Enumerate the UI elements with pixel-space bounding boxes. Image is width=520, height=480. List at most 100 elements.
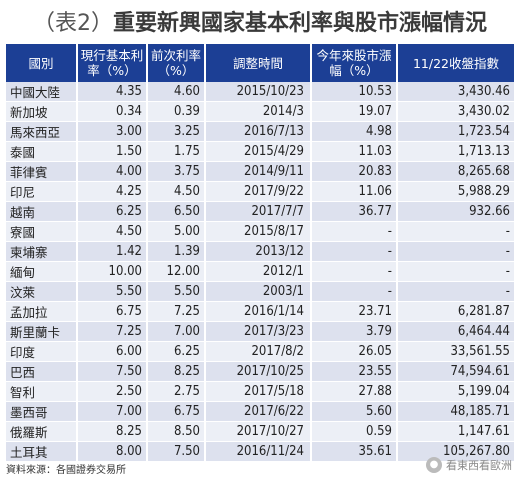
cell-close-index: 5,988.29 xyxy=(398,182,514,202)
cell-previous-rate: 6.75 xyxy=(148,402,206,422)
cell-adjust-time: 2017/6/22 xyxy=(206,402,312,422)
title-text: 重要新興國家基本利率與股市漲幅情況 xyxy=(112,11,487,36)
cell-current-rate: 4.00 xyxy=(78,162,148,182)
cell-country: 巴西 xyxy=(6,362,78,382)
cell-adjust-time: 2014/3 xyxy=(206,102,312,122)
cell-close-index: - xyxy=(398,222,514,242)
cell-close-index: 3,430.02 xyxy=(398,102,514,122)
cell-adjust-time: 2014/9/11 xyxy=(206,162,312,182)
cell-current-rate: 6.25 xyxy=(78,202,148,222)
table-body: 中國大陸 4.35 4.60 2015/10/23 10.53 3,430.46 新加坡 0.… xyxy=(6,82,514,462)
cell-close-index: 932.66 xyxy=(398,202,514,222)
cell-country: 俄羅斯 xyxy=(6,422,78,442)
cell-previous-rate: 8.50 xyxy=(148,422,206,442)
cell-previous-rate: 3.75 xyxy=(148,162,206,182)
wechat-logo-icon: ● xyxy=(426,457,442,473)
cell-country: 柬埔寨 xyxy=(6,242,78,262)
cell-stock-change: - xyxy=(312,242,398,262)
cell-current-rate: 4.35 xyxy=(78,82,148,102)
cell-country: 菲律賓 xyxy=(6,162,78,182)
cell-close-index: - xyxy=(398,262,514,282)
watermark-text: 看東西看歐洲 xyxy=(446,459,512,472)
cell-previous-rate: 3.25 xyxy=(148,122,206,142)
cell-stock-change: 35.61 xyxy=(312,442,398,462)
cell-adjust-time: 2015/8/17 xyxy=(206,222,312,242)
table-row: 中國大陸 4.35 4.60 2015/10/23 10.53 3,430.46 xyxy=(6,82,514,102)
cell-country: 智利 xyxy=(6,382,78,402)
cell-adjust-time: 2015/10/23 xyxy=(206,82,312,102)
cell-previous-rate: 1.39 xyxy=(148,242,206,262)
cell-stock-change: 26.05 xyxy=(312,342,398,362)
cell-close-index: 1,713.13 xyxy=(398,142,514,162)
cell-previous-rate: 2.75 xyxy=(148,382,206,402)
cell-adjust-time: 2017/9/22 xyxy=(206,182,312,202)
cell-current-rate: 6.00 xyxy=(78,342,148,362)
table-row: 斯里蘭卡 7.25 7.00 2017/3/23 3.79 6,464.44 xyxy=(6,322,514,342)
cell-close-index: 74,594.61 xyxy=(398,362,514,382)
table-row: 泰國 1.50 1.75 2015/4/29 11.03 1,713.13 xyxy=(6,142,514,162)
cell-stock-change: 3.79 xyxy=(312,322,398,342)
header-previous-rate: 前次利率（%） xyxy=(148,44,206,82)
table-row: 緬甸 10.00 12.00 2012/1- - xyxy=(6,262,514,282)
cell-stock-change: 20.83 xyxy=(312,162,398,182)
table-row: 墨西哥 7.00 6.75 2017/6/22 5.60 48,185.71 xyxy=(6,402,514,422)
cell-adjust-time: 2017/10/27 xyxy=(206,422,312,442)
cell-close-index: 1,147.61 xyxy=(398,422,514,442)
cell-current-rate: 1.42 xyxy=(78,242,148,262)
cell-current-rate: 3.00 xyxy=(78,122,148,142)
cell-adjust-time: 2016/11/24 xyxy=(206,442,312,462)
cell-previous-rate: 5.50 xyxy=(148,282,206,302)
cell-stock-change: - xyxy=(312,282,398,302)
table-row: 俄羅斯 8.25 8.50 2017/10/27 0.59 1,147.61 xyxy=(6,422,514,442)
cell-close-index: - xyxy=(398,242,514,262)
cell-current-rate: 6.75 xyxy=(78,302,148,322)
cell-stock-change: - xyxy=(312,222,398,242)
table-row: 孟加拉 6.75 7.25 2016/1/14 23.71 6,281.87 xyxy=(6,302,514,322)
table-row: 巴西 7.50 8.25 2017/10/25 23.55 74,594.61 xyxy=(6,362,514,382)
cell-country: 馬來西亞 xyxy=(6,122,78,142)
cell-previous-rate: 7.50 xyxy=(148,442,206,462)
table-row: 越南 6.25 6.50 2017/7/7 36.77 932.66 xyxy=(6,202,514,222)
cell-current-rate: 10.00 xyxy=(78,262,148,282)
table-row: 土耳其 8.00 7.50 2016/11/24 35.61 105,267.80 xyxy=(6,442,514,462)
cell-country: 緬甸 xyxy=(6,262,78,282)
cell-previous-rate: 0.39 xyxy=(148,102,206,122)
cell-close-index: 105,267.80 xyxy=(398,442,514,462)
cell-close-index: 6,464.44 xyxy=(398,322,514,342)
source-note: 資料來源：各國證券交易所 xyxy=(6,465,126,476)
cell-current-rate: 7.25 xyxy=(78,322,148,342)
cell-stock-change: 5.60 xyxy=(312,402,398,422)
cell-stock-change: 11.06 xyxy=(312,182,398,202)
cell-stock-change: 4.98 xyxy=(312,122,398,142)
header-close-index: 11/22收盤指數 xyxy=(398,44,514,82)
cell-stock-change: 36.77 xyxy=(312,202,398,222)
cell-country: 孟加拉 xyxy=(6,302,78,322)
table-row: 印度 6.00 6.25 2017/8/2 26.05 33,561.55 xyxy=(6,342,514,362)
cell-stock-change: 23.71 xyxy=(312,302,398,322)
cell-stock-change: - xyxy=(312,262,398,282)
cell-previous-rate: 6.25 xyxy=(148,342,206,362)
cell-country: 中國大陸 xyxy=(6,82,78,102)
cell-stock-change: 0.59 xyxy=(312,422,398,442)
header-adjust-time: 調整時間 xyxy=(206,44,312,82)
cell-current-rate: 7.50 xyxy=(78,362,148,382)
cell-previous-rate: 5.00 xyxy=(148,222,206,242)
header-country: 國別 xyxy=(6,44,78,82)
table-row: 寮國 4.50 5.00 2015/8/17- - xyxy=(6,222,514,242)
cell-current-rate: 0.34 xyxy=(78,102,148,122)
cell-adjust-time: 2016/1/14 xyxy=(206,302,312,322)
cell-current-rate: 8.00 xyxy=(78,442,148,462)
cell-current-rate: 4.50 xyxy=(78,222,148,242)
cell-previous-rate: 4.50 xyxy=(148,182,206,202)
cell-current-rate: 8.25 xyxy=(78,422,148,442)
cell-current-rate: 4.25 xyxy=(78,182,148,202)
watermark: ● 看東西看歐洲 xyxy=(426,455,512,475)
table-row: 柬埔寨 1.42 1.39 2013/12- - xyxy=(6,242,514,262)
cell-adjust-time: 2017/7/7 xyxy=(206,202,312,222)
cell-country: 新加坡 xyxy=(6,102,78,122)
table-row: 印尼 4.25 4.50 2017/9/22 11.06 5,988.29 xyxy=(6,182,514,202)
cell-previous-rate: 6.50 xyxy=(148,202,206,222)
rates-table: 國別 現行基本利率（%） 前次利率（%） 調整時間 今年來股市漲幅（%） 11/… xyxy=(6,44,514,462)
cell-previous-rate: 7.25 xyxy=(148,302,206,322)
table-title: （表2）重要新興國家基本利率與股市漲幅情況 xyxy=(0,4,520,44)
